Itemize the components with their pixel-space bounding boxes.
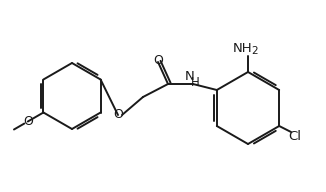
Text: O: O [23,115,33,128]
Text: O: O [153,55,163,68]
Text: Cl: Cl [289,129,302,142]
Text: NH: NH [233,41,253,55]
Text: N: N [185,70,195,83]
Text: O: O [113,108,123,122]
Text: H: H [191,75,200,89]
Text: 2: 2 [252,46,258,56]
